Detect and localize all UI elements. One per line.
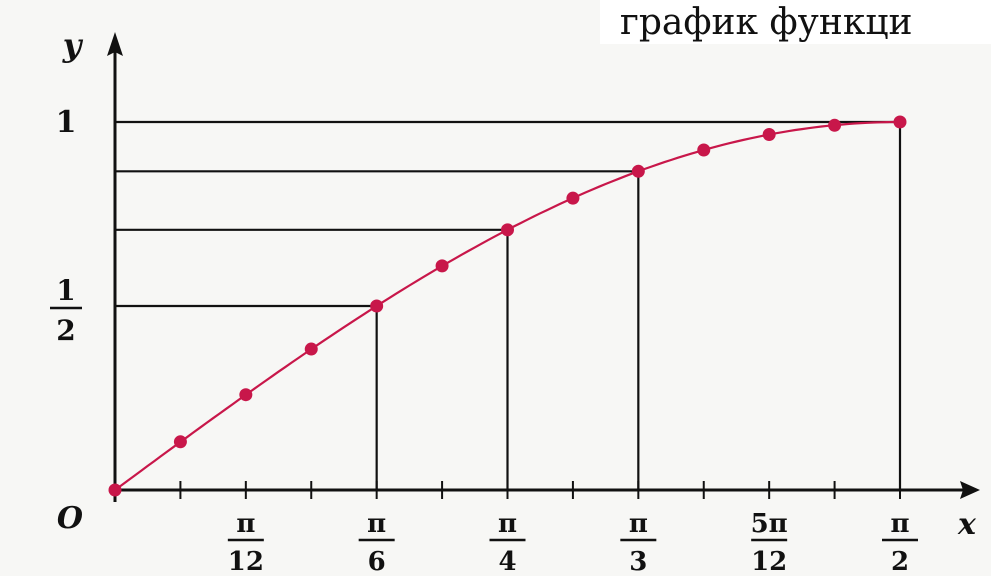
y-axis-label: y bbox=[62, 26, 84, 64]
data-point bbox=[631, 164, 645, 178]
x-tick-label-den: 12 bbox=[228, 547, 264, 576]
x-tick-label-num: π bbox=[629, 509, 648, 539]
y-tick-label-num: 1 bbox=[56, 274, 75, 307]
x-tick-label-num: π bbox=[236, 509, 255, 539]
data-point bbox=[893, 115, 907, 129]
y-axis-arrow bbox=[107, 32, 123, 56]
data-point bbox=[435, 259, 449, 273]
x-tick-label-num: π bbox=[367, 509, 386, 539]
data-point bbox=[173, 435, 187, 449]
x-axis-label: x bbox=[957, 507, 977, 542]
header-caption: график функци bbox=[620, 2, 913, 43]
x-tick-label-den: 6 bbox=[368, 547, 386, 576]
data-point bbox=[762, 128, 776, 142]
data-point bbox=[304, 342, 318, 356]
data-point bbox=[566, 191, 580, 205]
data-point bbox=[239, 388, 253, 402]
x-tick-label-den: 4 bbox=[498, 547, 516, 576]
origin-label: O bbox=[57, 501, 83, 536]
x-tick-label-den: 2 bbox=[891, 547, 909, 576]
x-axis-arrow bbox=[960, 481, 980, 499]
data-point bbox=[697, 143, 711, 157]
header-panel bbox=[600, 0, 991, 44]
x-tick-label-num: π bbox=[498, 509, 517, 539]
data-point bbox=[501, 223, 514, 237]
x-tick-label-den: 3 bbox=[629, 547, 647, 576]
data-point bbox=[370, 299, 384, 313]
y-tick-label-den: 2 bbox=[56, 314, 75, 347]
data-point bbox=[828, 118, 842, 132]
x-tick-label-den: 12 bbox=[751, 547, 787, 576]
data-point bbox=[108, 483, 122, 497]
x-tick-label-num: 5π bbox=[751, 509, 788, 539]
y-tick-label: 1 bbox=[56, 105, 77, 140]
x-tick-label-num: π bbox=[890, 509, 909, 539]
